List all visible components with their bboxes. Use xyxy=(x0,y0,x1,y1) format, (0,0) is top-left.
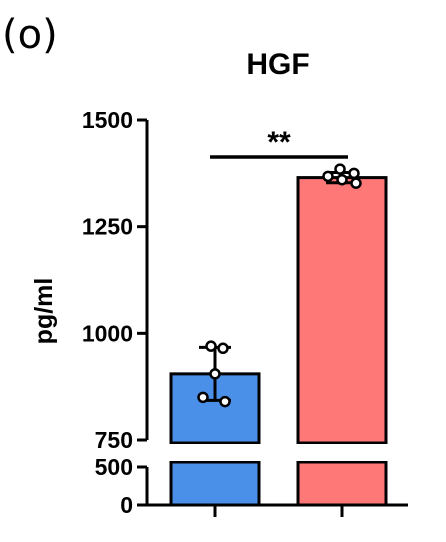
y-tick-label-1500: 1500 xyxy=(82,107,133,133)
bar-upper-2 xyxy=(296,176,388,445)
data-point-2-1 xyxy=(334,163,346,175)
y-tick-label-1250: 1250 xyxy=(82,214,133,240)
significance-label: ** xyxy=(267,126,291,159)
bar-lower-1 xyxy=(169,460,261,507)
y-tick-label-750: 750 xyxy=(95,427,133,453)
y-axis-label: pg/ml xyxy=(30,278,58,345)
data-point-2-2 xyxy=(348,167,360,180)
data-point-1-5 xyxy=(219,395,231,408)
data-point-1-2 xyxy=(217,342,229,355)
panel-label: (o) xyxy=(2,12,58,58)
data-point-2-4 xyxy=(336,173,348,186)
chart-marks: 750 1000 1250 1500 0 500 ** xyxy=(82,107,408,518)
bar-break-1 xyxy=(168,444,262,461)
y-tick-label-1000: 1000 xyxy=(82,320,133,346)
data-point-1-1 xyxy=(205,340,217,352)
bar-lower-2 xyxy=(296,460,388,507)
y-tick-label-500: 500 xyxy=(95,454,133,480)
data-point-1-4 xyxy=(197,391,209,404)
data-point-1-3 xyxy=(209,368,221,380)
bar-break-2 xyxy=(295,444,389,461)
data-point-2-3 xyxy=(322,170,334,183)
chart-title: HGF xyxy=(246,48,309,81)
y-tick-label-0: 0 xyxy=(120,492,133,518)
data-point-2-5 xyxy=(350,177,362,189)
